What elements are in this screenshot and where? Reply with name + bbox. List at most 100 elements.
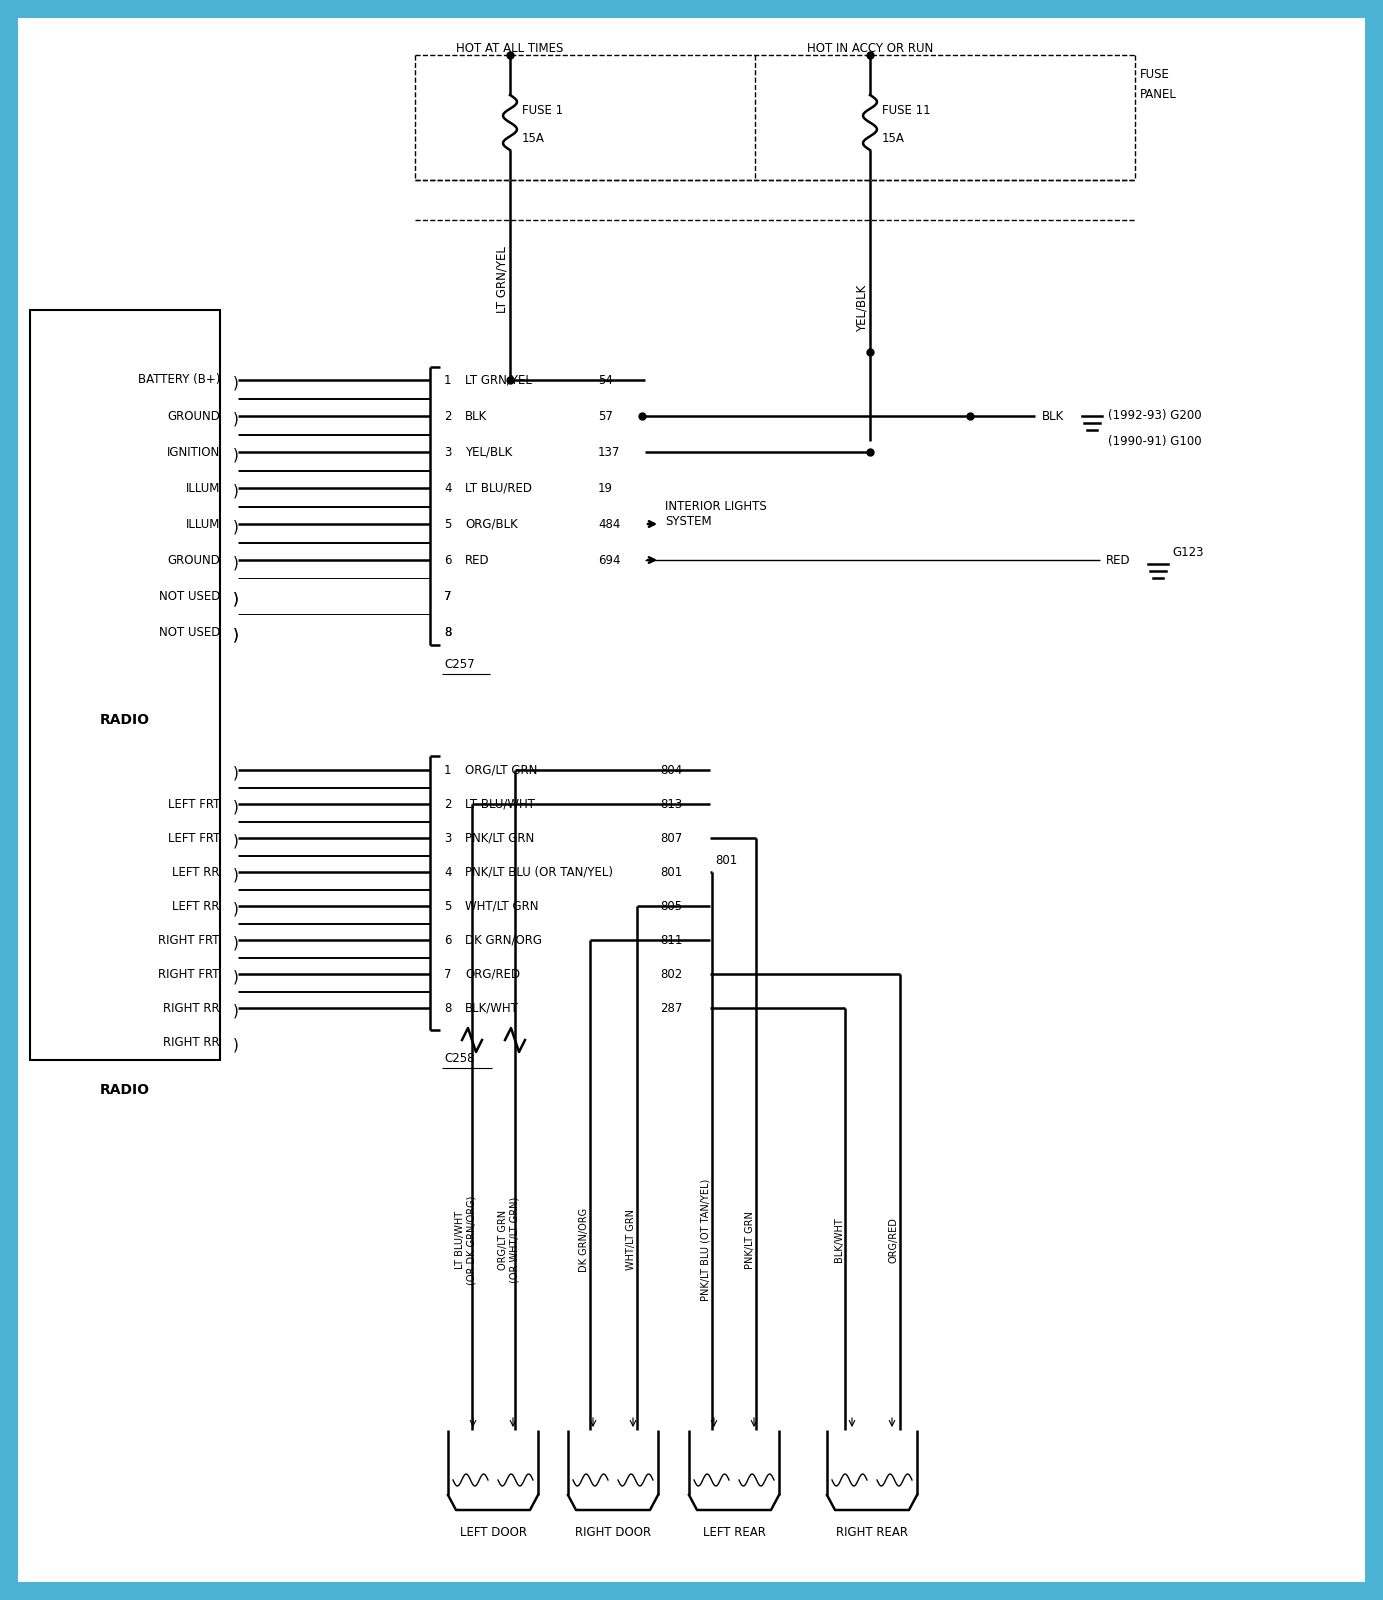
Text: PANEL: PANEL — [1140, 88, 1177, 101]
Text: RIGHT REAR: RIGHT REAR — [835, 1525, 909, 1539]
Text: NOT USED: NOT USED — [159, 589, 220, 603]
Text: ): ) — [232, 411, 239, 427]
Text: ): ) — [232, 592, 239, 606]
Text: LT GRN/YEL: LT GRN/YEL — [465, 373, 532, 387]
Text: RED: RED — [465, 554, 490, 566]
Text: 1: 1 — [444, 373, 451, 387]
Text: ): ) — [232, 834, 239, 848]
Text: 8: 8 — [444, 626, 451, 638]
Text: 2: 2 — [444, 797, 451, 811]
Text: (1990-91) G100: (1990-91) G100 — [1108, 435, 1202, 448]
Text: ): ) — [232, 1003, 239, 1019]
Text: 15A: 15A — [882, 131, 904, 144]
Text: RIGHT FRT: RIGHT FRT — [159, 968, 220, 981]
Text: ): ) — [232, 765, 239, 781]
Text: 811: 811 — [660, 933, 682, 947]
Text: FUSE: FUSE — [1140, 69, 1170, 82]
Text: RIGHT RR: RIGHT RR — [163, 1035, 220, 1048]
Text: YEL/BLK: YEL/BLK — [465, 445, 512, 459]
Text: G123: G123 — [1171, 546, 1203, 558]
Text: YEL/BLK: YEL/BLK — [856, 285, 869, 331]
Text: RIGHT DOOR: RIGHT DOOR — [575, 1525, 651, 1539]
Text: ): ) — [232, 627, 239, 643]
Text: RADIO: RADIO — [100, 714, 149, 726]
Text: LEFT FRT: LEFT FRT — [167, 832, 220, 845]
Text: DK GRN/ORG: DK GRN/ORG — [465, 933, 542, 947]
Text: 7: 7 — [444, 589, 451, 603]
Text: 2: 2 — [444, 410, 451, 422]
Text: BLK/WHT: BLK/WHT — [834, 1218, 844, 1262]
Text: HOT AT ALL TIMES: HOT AT ALL TIMES — [456, 42, 564, 54]
Text: 6: 6 — [444, 554, 451, 566]
Text: 3: 3 — [444, 832, 451, 845]
Text: 807: 807 — [660, 832, 682, 845]
Text: 3: 3 — [444, 445, 451, 459]
Text: 8: 8 — [444, 1002, 451, 1014]
Text: ): ) — [232, 867, 239, 883]
Text: 804: 804 — [660, 763, 682, 776]
Text: PNK/LT GRN: PNK/LT GRN — [465, 832, 534, 845]
Text: ORG/LT GRN
(OR WHT/LT GRN): ORG/LT GRN (OR WHT/LT GRN) — [498, 1197, 520, 1283]
Text: BATTERY (B+): BATTERY (B+) — [138, 373, 220, 387]
Text: BLK: BLK — [1041, 410, 1065, 422]
Text: 7: 7 — [444, 589, 451, 603]
Text: LT BLU/RED: LT BLU/RED — [465, 482, 532, 494]
Text: ORG/RED: ORG/RED — [889, 1218, 899, 1262]
Text: ILLUM: ILLUM — [185, 517, 220, 531]
Text: C258: C258 — [444, 1051, 474, 1064]
Text: 813: 813 — [660, 797, 682, 811]
Text: 5: 5 — [444, 899, 451, 912]
Text: ): ) — [232, 800, 239, 814]
Text: 137: 137 — [597, 445, 621, 459]
Text: 801: 801 — [660, 866, 682, 878]
Text: ): ) — [232, 555, 239, 571]
Text: BLK: BLK — [465, 410, 487, 422]
Text: ): ) — [232, 376, 239, 390]
Text: ): ) — [232, 483, 239, 499]
Text: ): ) — [232, 970, 239, 984]
Text: 4: 4 — [444, 482, 451, 494]
Text: HOT IN ACCY OR RUN: HOT IN ACCY OR RUN — [806, 42, 934, 54]
Text: 15A: 15A — [521, 131, 545, 144]
Text: 805: 805 — [660, 899, 682, 912]
Text: WHT/LT GRN: WHT/LT GRN — [626, 1210, 636, 1270]
Text: ): ) — [232, 448, 239, 462]
Text: IGNITION: IGNITION — [167, 445, 220, 459]
Text: 287: 287 — [660, 1002, 682, 1014]
Text: PNK/LT BLU (OT TAN/YEL): PNK/LT BLU (OT TAN/YEL) — [701, 1179, 711, 1301]
Text: ORG/LT GRN: ORG/LT GRN — [465, 763, 538, 776]
Text: INTERIOR LIGHTS
SYSTEM: INTERIOR LIGHTS SYSTEM — [665, 499, 766, 528]
Text: ): ) — [232, 520, 239, 534]
Text: ORG/RED: ORG/RED — [465, 968, 520, 981]
Text: PNK/LT GRN: PNK/LT GRN — [745, 1211, 755, 1269]
Text: ): ) — [232, 901, 239, 917]
Text: LT GRN/YEL: LT GRN/YEL — [495, 246, 509, 314]
Text: 484: 484 — [597, 517, 621, 531]
Text: ORG/BLK: ORG/BLK — [465, 517, 517, 531]
Text: 801: 801 — [715, 853, 737, 867]
Text: DK GRN/ORG: DK GRN/ORG — [579, 1208, 589, 1272]
Text: ): ) — [232, 627, 239, 643]
Text: LEFT RR: LEFT RR — [173, 899, 220, 912]
Text: BLK/WHT: BLK/WHT — [465, 1002, 519, 1014]
Text: 5: 5 — [444, 517, 451, 531]
Text: ): ) — [232, 592, 239, 606]
Text: 54: 54 — [597, 373, 613, 387]
Text: LT BLU/WHT
(OR DK GRN/ORG): LT BLU/WHT (OR DK GRN/ORG) — [455, 1195, 477, 1285]
Text: GROUND: GROUND — [167, 410, 220, 422]
Text: 694: 694 — [597, 554, 621, 566]
Text: LEFT DOOR: LEFT DOOR — [459, 1525, 527, 1539]
Text: 4: 4 — [444, 866, 451, 878]
Text: ): ) — [232, 936, 239, 950]
Text: 802: 802 — [660, 968, 682, 981]
Text: 57: 57 — [597, 410, 613, 422]
Text: LT BLU/WHT: LT BLU/WHT — [465, 797, 535, 811]
Bar — [30, 310, 220, 1059]
Text: NOT USED: NOT USED — [159, 626, 220, 638]
Text: 6: 6 — [444, 933, 451, 947]
Text: 19: 19 — [597, 482, 613, 494]
Text: (1992-93) G200: (1992-93) G200 — [1108, 410, 1202, 422]
Text: FUSE 11: FUSE 11 — [882, 104, 931, 117]
Text: RED: RED — [1106, 554, 1131, 566]
Text: LEFT RR: LEFT RR — [173, 866, 220, 878]
